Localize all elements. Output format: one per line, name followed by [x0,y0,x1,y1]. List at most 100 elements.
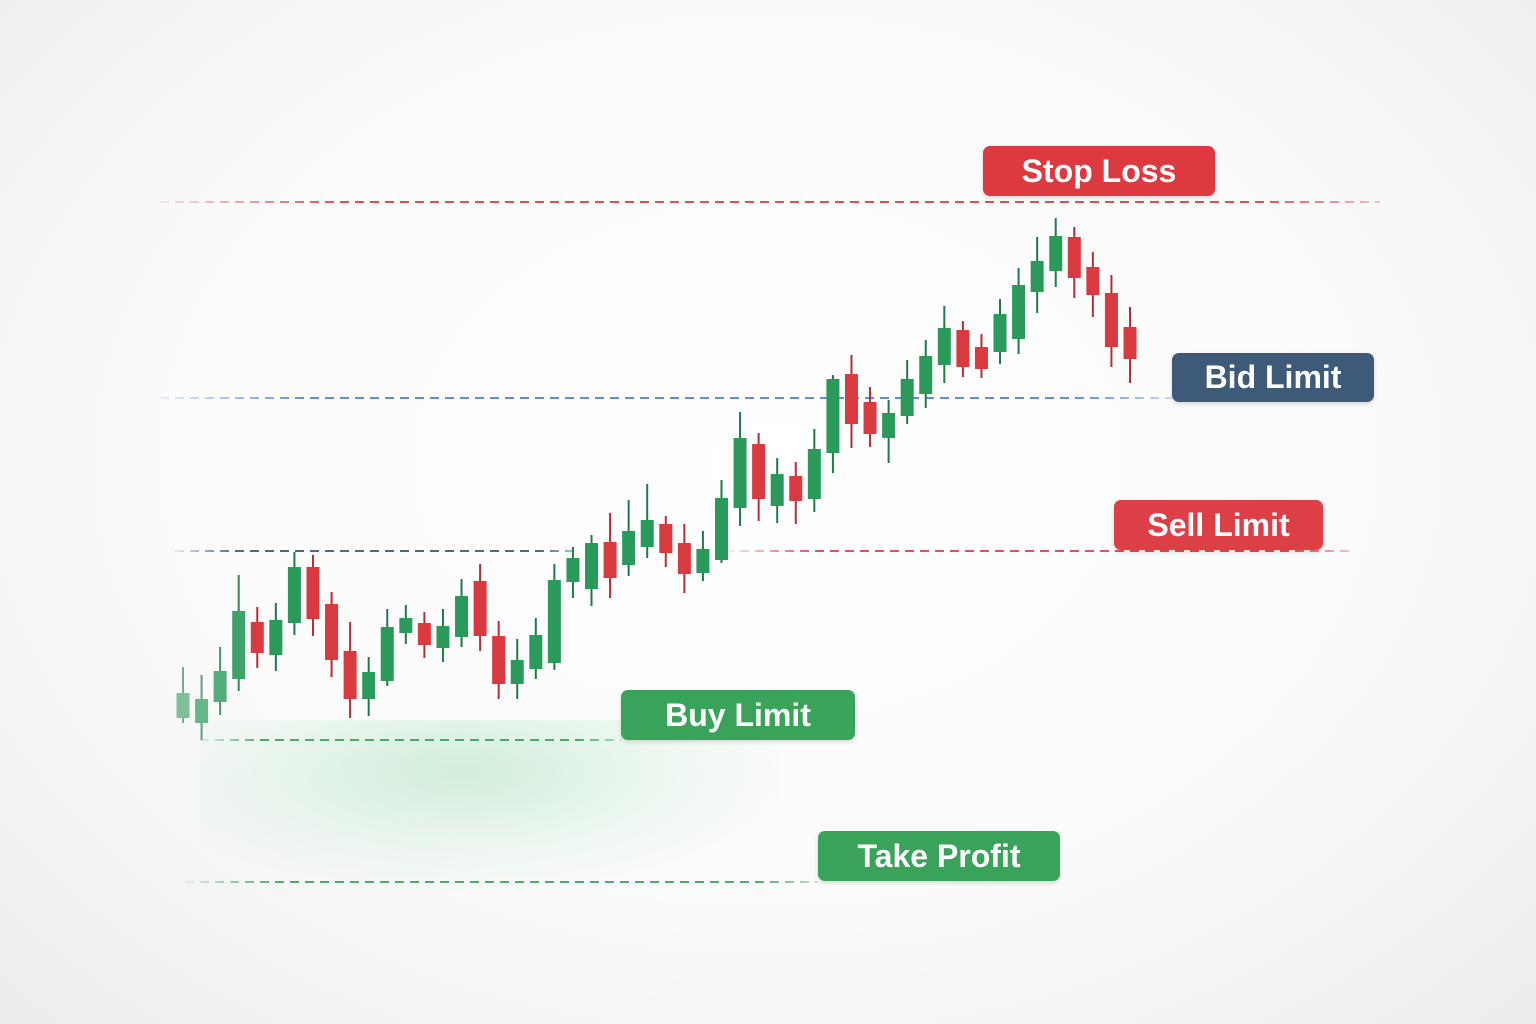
candle [919,340,933,408]
candle [622,500,636,576]
candle-body [1012,285,1026,339]
candle [455,579,469,647]
candle-body [1104,293,1118,347]
candle-body [585,543,599,589]
candle-body [306,567,320,619]
candle [659,516,673,567]
candle [844,355,858,448]
candle-body [343,651,357,699]
candle-body [770,474,784,506]
candle [752,433,766,521]
candle-body [1030,261,1044,292]
candle [436,609,450,662]
candle-body [826,379,840,453]
buy-zone-glow [200,720,780,890]
candle-body [269,620,283,655]
candle-body [492,636,506,684]
candle [529,618,543,679]
candle [826,375,840,473]
candle [696,531,710,581]
candle-body [659,524,673,553]
candle [362,657,376,716]
candle-body [213,671,227,702]
candle [677,524,691,593]
candle-body [250,622,264,653]
candle [250,607,264,668]
candle-body [752,444,766,499]
candle-body [844,374,858,424]
candle-body [603,542,617,578]
candle-body [380,627,394,681]
candle [585,535,599,606]
candle-body [956,330,970,367]
candle [1104,275,1118,367]
candle [733,412,747,526]
candle-body [1067,237,1081,278]
sell-limit-label[interactable]: Sell Limit [1114,500,1323,550]
candle-body [287,567,301,623]
candle-body [807,449,821,499]
candle-body [399,618,413,633]
candle [1123,307,1137,383]
candle [603,513,617,598]
candle [176,667,190,723]
candle [956,321,970,377]
candle-body [1086,267,1100,295]
candle [417,612,431,658]
candle [547,564,561,670]
candle-body [974,347,988,369]
buy-limit-label[interactable]: Buy Limit [621,690,855,740]
candle [640,484,654,558]
candle [900,360,914,424]
candle-body [733,438,747,508]
candle [974,334,988,378]
candle [343,622,357,718]
candle [993,299,1007,364]
candle-body [436,626,450,648]
candle-body [510,660,524,684]
candle [1049,218,1063,287]
take-profit-label[interactable]: Take Profit [818,831,1060,881]
candle-body [900,379,914,416]
bid-limit-label[interactable]: Bid Limit [1172,353,1374,402]
buy-limit-text: Buy Limit [665,696,811,733]
candle-body [640,520,654,547]
candle-body [1123,327,1137,359]
sell-limit-text: Sell Limit [1147,506,1290,543]
stop-loss-text: Stop Loss [1021,152,1177,189]
candle [380,609,394,686]
candle-body [937,328,951,365]
stop-loss-label[interactable]: Stop Loss [983,146,1215,196]
candle [807,429,821,512]
candle-body [789,476,803,501]
candle-body [455,596,469,637]
candle [1030,237,1044,313]
candle-body [696,549,710,573]
candle-body [232,611,246,679]
candle [937,306,951,383]
candle [882,400,896,463]
candle-body [714,498,728,560]
candle [399,605,413,644]
candle-body [473,581,487,636]
bid-limit-text: Bid Limit [1204,359,1342,395]
candle-body [176,693,190,718]
candle-body [362,672,376,699]
candle-body [195,699,209,723]
candle-body [993,314,1007,352]
candle [269,603,283,671]
candle-body [547,580,561,663]
candle-body [882,413,896,438]
candle-body [863,402,877,434]
candle [770,458,784,523]
candle [232,575,246,691]
candle [789,462,803,524]
candle [863,387,877,447]
candle-body [325,604,339,660]
candle [714,480,728,563]
candle-body [529,635,543,669]
candle [1012,268,1026,354]
candle-body [919,356,933,394]
candle [213,647,227,715]
